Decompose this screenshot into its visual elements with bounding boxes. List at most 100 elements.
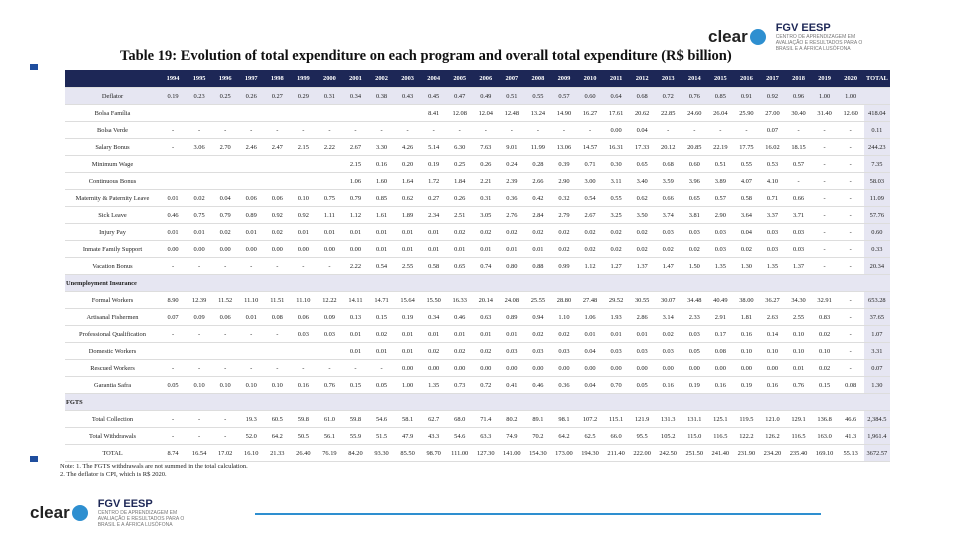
cell: 0.60 — [681, 155, 708, 173]
cell: 3.59 — [655, 172, 682, 190]
cell — [186, 172, 213, 190]
cell: 0.31 — [316, 87, 343, 105]
cell: 64.2 — [550, 427, 577, 445]
cell: 0.04 — [212, 189, 239, 207]
cell: 234.20 — [759, 444, 786, 462]
cell: 1.47 — [655, 257, 682, 275]
accent — [30, 456, 38, 462]
cell — [160, 155, 187, 173]
cell: 131.3 — [655, 410, 682, 428]
cell: 0.34 — [420, 308, 447, 326]
cell: - — [837, 257, 864, 275]
cell: 0.10 — [264, 376, 291, 394]
cell: 0.02 — [524, 325, 551, 343]
cell: 0.65 — [446, 257, 473, 275]
cell: 1.00 — [837, 87, 864, 105]
cell: 0.01 — [342, 342, 369, 360]
cell: - — [837, 325, 864, 343]
cell: 51.5 — [368, 427, 395, 445]
cell: 0.02 — [811, 359, 838, 377]
cell: 1.07 — [863, 325, 890, 343]
cell: 0.01 — [238, 223, 265, 241]
cell: - — [160, 257, 187, 275]
cell: 29.52 — [603, 291, 630, 309]
cell: 14.11 — [342, 291, 369, 309]
cell: 107.2 — [577, 410, 604, 428]
cell: 20.14 — [472, 291, 499, 309]
column-header: 1998 — [264, 70, 291, 88]
cell: - — [707, 121, 734, 139]
cell: 3.05 — [472, 206, 499, 224]
cell: 54.6 — [446, 427, 473, 445]
cell — [863, 87, 890, 105]
column-header: 2000 — [316, 70, 343, 88]
cell: - — [394, 121, 421, 139]
cell: 2.15 — [342, 155, 369, 173]
cell: 0.04 — [733, 223, 760, 241]
cell: 0.58 — [733, 189, 760, 207]
cell: 85.50 — [394, 444, 421, 462]
cell: 0.55 — [733, 155, 760, 173]
cell: 1.89 — [394, 206, 421, 224]
cell: - — [837, 223, 864, 241]
cell: 0.05 — [368, 376, 395, 394]
cell: 0.02 — [420, 342, 447, 360]
cell: 0.92 — [264, 206, 291, 224]
cell: 0.75 — [186, 206, 213, 224]
cell: 1.72 — [420, 172, 447, 190]
cell: 3.40 — [629, 172, 656, 190]
cell — [212, 342, 239, 360]
cell: - — [837, 189, 864, 207]
cell — [290, 172, 317, 190]
cell: 68.0 — [446, 410, 473, 428]
cell: 0.07 — [863, 359, 890, 377]
cell: 3.06 — [186, 138, 213, 156]
cell: - — [733, 121, 760, 139]
cell: 1.37 — [629, 257, 656, 275]
cell: 84.20 — [342, 444, 369, 462]
cell: 242.50 — [655, 444, 682, 462]
cell: 0.26 — [238, 87, 265, 105]
cell: 0.19 — [681, 376, 708, 394]
cell — [290, 342, 317, 360]
cell: 0.60 — [863, 223, 890, 241]
cell: 0.29 — [290, 87, 317, 105]
cell: 2,384.5 — [863, 410, 890, 428]
cell: 0.64 — [603, 87, 630, 105]
cell: 0.79 — [212, 206, 239, 224]
cell: 60.5 — [264, 410, 291, 428]
cell: 0.57 — [550, 87, 577, 105]
cell: 12.39 — [186, 291, 213, 309]
cell: 43.3 — [420, 427, 447, 445]
cell: 14.71 — [368, 291, 395, 309]
cell: 0.01 — [394, 342, 421, 360]
cell: 194.30 — [577, 444, 604, 462]
cell: 1.12 — [342, 206, 369, 224]
cell: 0.16 — [733, 325, 760, 343]
cell: 0.03 — [498, 342, 525, 360]
cell: - — [837, 138, 864, 156]
cell — [186, 104, 213, 122]
cell: 0.01 — [420, 240, 447, 258]
cell: 0.02 — [550, 240, 577, 258]
cell: 0.85 — [368, 189, 395, 207]
cell: 1.00 — [811, 87, 838, 105]
cell: 57.76 — [863, 206, 890, 224]
cell: - — [681, 121, 708, 139]
cell: 26.40 — [290, 444, 317, 462]
cell: 251.50 — [681, 444, 708, 462]
cell: 0.08 — [264, 308, 291, 326]
cell: 0.27 — [264, 87, 291, 105]
cell: - — [368, 359, 395, 377]
cell: 16.27 — [577, 104, 604, 122]
column-header: 1996 — [212, 70, 239, 88]
cell: 0.06 — [212, 308, 239, 326]
cell: 8.41 — [420, 104, 447, 122]
cell: - — [238, 121, 265, 139]
cell: - — [655, 121, 682, 139]
cell: 0.92 — [290, 206, 317, 224]
cell: - — [186, 325, 213, 343]
row-label: Inmate Family Support — [65, 240, 160, 258]
cell: 61.0 — [316, 410, 343, 428]
row-label: TOTAL — [65, 444, 160, 462]
